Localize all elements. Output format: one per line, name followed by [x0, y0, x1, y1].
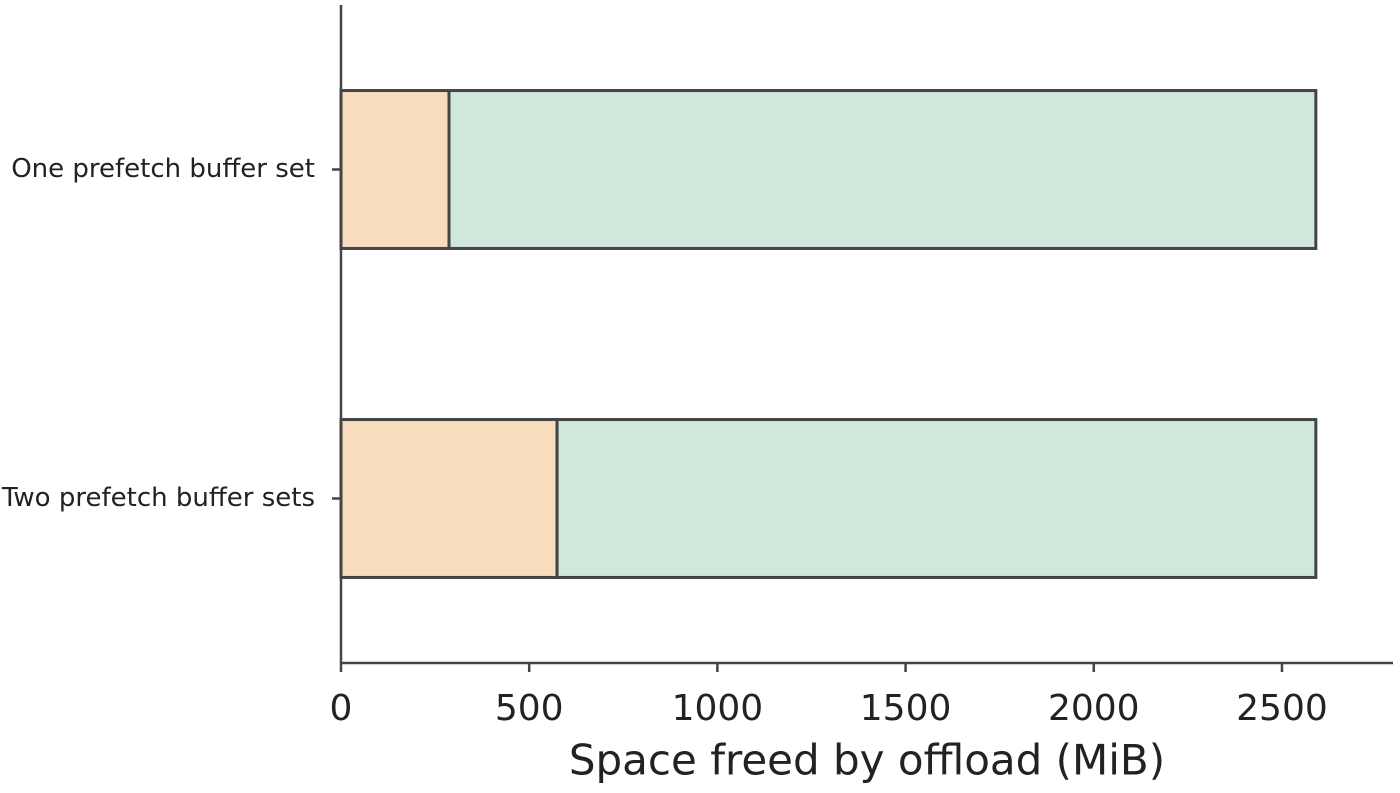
x-tick-label: 500: [495, 688, 564, 729]
bar-segment: [555, 418, 1318, 579]
x-tick-label: 1500: [860, 688, 952, 729]
x-axis-title: Space freed by offload (MiB): [569, 736, 1165, 785]
y-tick-label: One prefetch buffer set: [11, 154, 315, 184]
bar-segment: [447, 89, 1318, 250]
x-tick-label: 2500: [1236, 688, 1328, 729]
bar-segment: [339, 418, 559, 579]
x-tick-label: 1000: [672, 688, 764, 729]
bar-segment: [339, 89, 451, 250]
y-tick-label: Two prefetch buffer sets: [1, 483, 315, 513]
x-tick-label: 0: [330, 688, 353, 729]
x-tick-label: 2000: [1048, 688, 1140, 729]
